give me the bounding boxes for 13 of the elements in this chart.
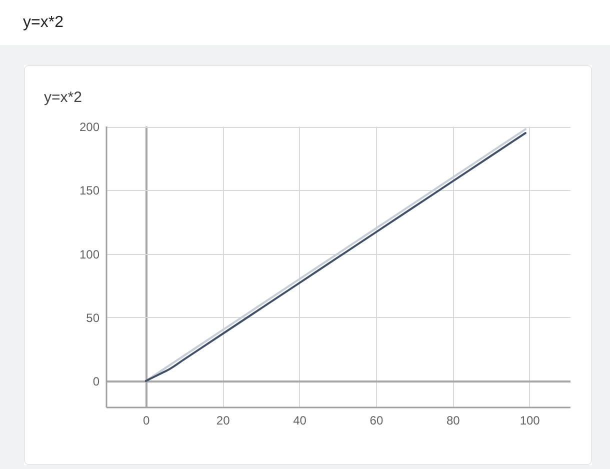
y-tick-label: 0 xyxy=(92,374,100,388)
y-tick-label: 50 xyxy=(86,310,100,325)
x-tick-label: 20 xyxy=(216,414,230,428)
x-tick-label: 80 xyxy=(446,414,460,428)
x-tick-label: 100 xyxy=(520,414,540,428)
y-tick-label: 100 xyxy=(79,247,100,262)
chart-title: y=x*2 xyxy=(23,14,64,31)
x-tick-label: 40 xyxy=(293,414,307,428)
y-tick-label: 200 xyxy=(79,120,100,134)
x-tick-label: 60 xyxy=(370,414,384,428)
chart-subtitle: y=x*2 xyxy=(44,89,82,106)
x-tick-label: 0 xyxy=(143,414,150,428)
y-tick-label: 150 xyxy=(79,184,100,198)
